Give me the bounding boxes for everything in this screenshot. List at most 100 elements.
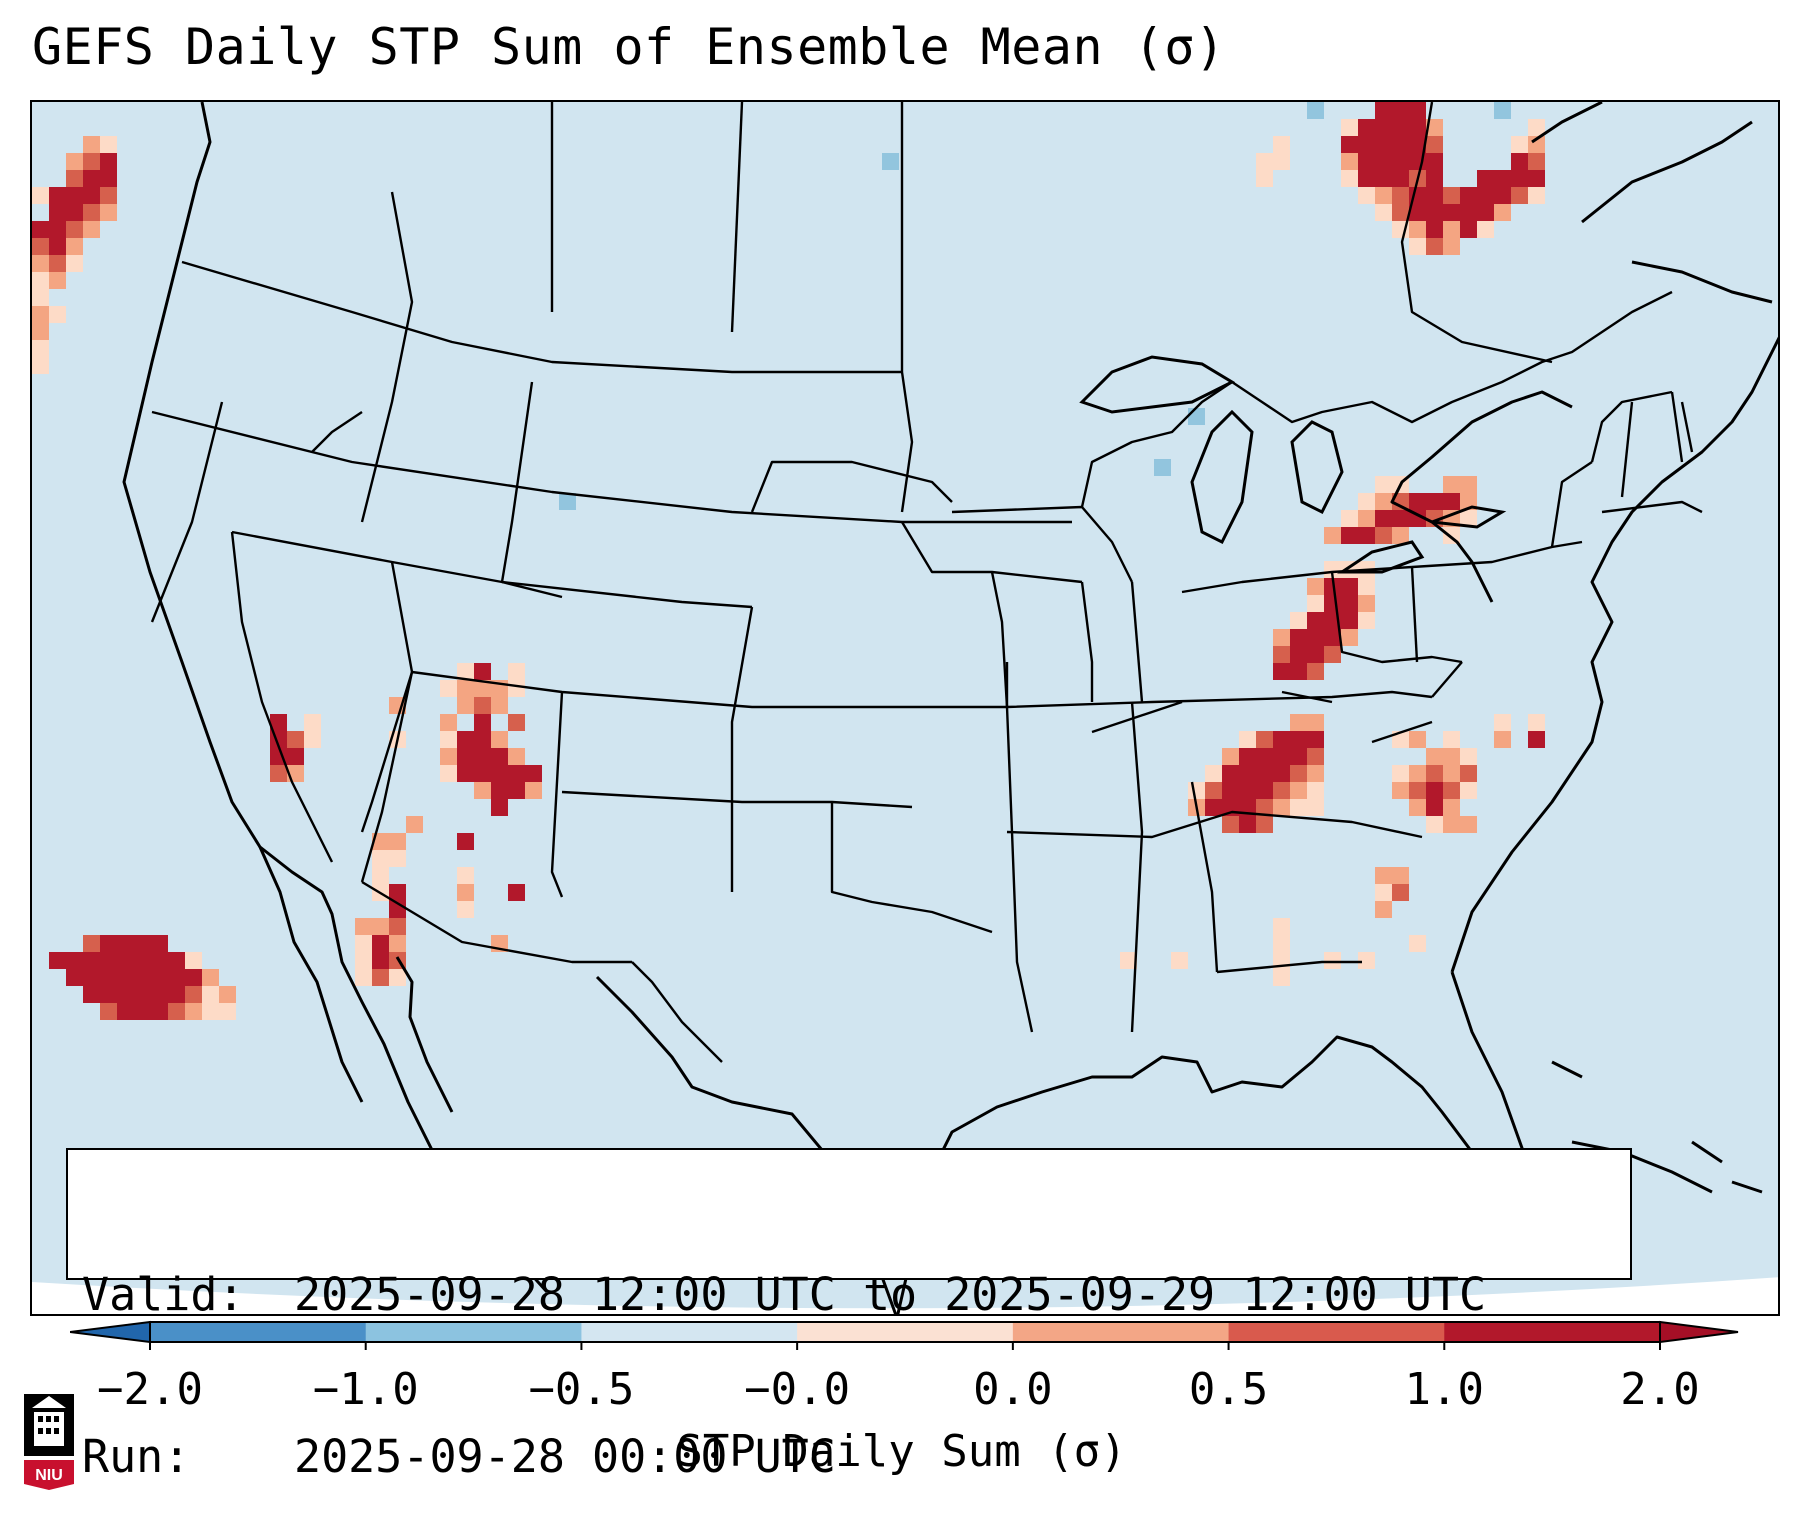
- stp-cell: [1239, 782, 1256, 799]
- stp-cell: [1358, 952, 1375, 969]
- chart-title: GEFS Daily STP Sum of Ensemble Mean (σ): [32, 18, 1226, 76]
- stp-cell: [1239, 765, 1256, 782]
- stp-cell: [491, 731, 508, 748]
- stp-cell: [1528, 153, 1545, 170]
- colorbar-tick-label: −0.5: [528, 1364, 635, 1415]
- stp-cell: [49, 952, 66, 969]
- stp-cell: [1426, 782, 1443, 799]
- stp-cell: [202, 969, 219, 986]
- stp-cell: [168, 1003, 185, 1020]
- stp-cell: [49, 204, 66, 221]
- stp-cell: [1273, 748, 1290, 765]
- stp-cell: [1511, 153, 1528, 170]
- stp-cell: [1528, 731, 1545, 748]
- stp-cell: [1307, 646, 1324, 663]
- niu-logo: NIU: [24, 1394, 74, 1490]
- valid-key: Valid:: [82, 1268, 245, 1321]
- stp-cell: [1375, 204, 1392, 221]
- stp-cell: [1460, 221, 1477, 238]
- stp-anomaly-cells: [32, 102, 1545, 1020]
- stp-cell: [1375, 476, 1392, 493]
- stp-cell: [1256, 153, 1273, 170]
- map-panel: [30, 100, 1780, 1316]
- stp-cell: [372, 867, 389, 884]
- logo-text: NIU: [35, 1467, 63, 1484]
- stp-cell: [185, 986, 202, 1003]
- stp-cell: [1409, 204, 1426, 221]
- stp-cell: [474, 680, 491, 697]
- stp-cell: [1460, 765, 1477, 782]
- stp-cell: [1443, 765, 1460, 782]
- stp-cell: [1307, 782, 1324, 799]
- stp-cell: [1239, 731, 1256, 748]
- stp-cell: [474, 697, 491, 714]
- stp-cell: [1273, 663, 1290, 680]
- stp-cell: [151, 969, 168, 986]
- stp-cell: [66, 221, 83, 238]
- stp-cell: [1239, 816, 1256, 833]
- stp-cell: [1426, 238, 1443, 255]
- stp-cell: [1392, 510, 1409, 527]
- colorbar-tick-label: −1.0: [312, 1364, 419, 1415]
- stp-cell: [66, 153, 83, 170]
- stp-cell: [1222, 816, 1239, 833]
- stp-cell: [1494, 102, 1511, 119]
- stp-cell: [185, 969, 202, 986]
- stp-cell: [1307, 765, 1324, 782]
- stp-cell: [32, 238, 49, 255]
- map-svg: [32, 102, 1778, 1314]
- valid-run-info-box: Valid: 2025-09-28 12:00 UTC to 2025-09-29…: [66, 1148, 1632, 1483]
- stp-cell: [1273, 918, 1290, 935]
- stp-cell: [1392, 867, 1409, 884]
- stp-cell: [1426, 119, 1443, 136]
- stp-cell: [1375, 136, 1392, 153]
- stp-cell: [1477, 187, 1494, 204]
- stp-cell: [389, 935, 406, 952]
- stp-cell: [49, 306, 66, 323]
- stp-cell: [1273, 646, 1290, 663]
- stp-cell: [1256, 816, 1273, 833]
- stp-cell: [1426, 136, 1443, 153]
- stp-cell: [457, 765, 474, 782]
- stp-cell: [1426, 170, 1443, 187]
- stp-cell: [1494, 204, 1511, 221]
- stp-cell: [83, 204, 100, 221]
- stp-cell: [100, 1003, 117, 1020]
- stp-cell: [1392, 782, 1409, 799]
- stp-cell: [1358, 578, 1375, 595]
- colorbar-tick-label: −2.0: [97, 1364, 203, 1415]
- stp-cell: [389, 969, 406, 986]
- stp-cell: [389, 918, 406, 935]
- stp-cell: [1392, 204, 1409, 221]
- stp-cell: [1341, 612, 1358, 629]
- stp-cell: [83, 221, 100, 238]
- stp-cell: [1409, 221, 1426, 238]
- stp-cell: [1409, 765, 1426, 782]
- stp-cell: [1409, 493, 1426, 510]
- colorbar-segment: [1228, 1322, 1445, 1342]
- stp-cell: [1324, 646, 1341, 663]
- colorbar-segment: [150, 1322, 367, 1342]
- stp-cell: [559, 493, 576, 510]
- stp-cell: [1341, 136, 1358, 153]
- stp-cell: [151, 1003, 168, 1020]
- stp-cell: [1528, 170, 1545, 187]
- stp-cell: [83, 986, 100, 1003]
- run-value: 2025-09-28 00:00 UTC: [294, 1430, 836, 1483]
- stp-cell: [1392, 102, 1409, 119]
- stp-cell: [1256, 748, 1273, 765]
- colorbar-tick-label: 0.5: [1188, 1364, 1269, 1415]
- stp-cell: [1460, 816, 1477, 833]
- stp-cell: [1494, 731, 1511, 748]
- stp-cell: [1460, 204, 1477, 221]
- stp-cell: [1409, 799, 1426, 816]
- stp-cell: [1375, 170, 1392, 187]
- stp-cell: [168, 986, 185, 1003]
- great-lakes: [1079, 355, 1507, 574]
- stp-cell: [66, 187, 83, 204]
- stp-cell: [1358, 527, 1375, 544]
- stp-cell: [1324, 595, 1341, 612]
- stp-cell: [1426, 765, 1443, 782]
- stp-cell: [66, 238, 83, 255]
- stp-cell: [1511, 170, 1528, 187]
